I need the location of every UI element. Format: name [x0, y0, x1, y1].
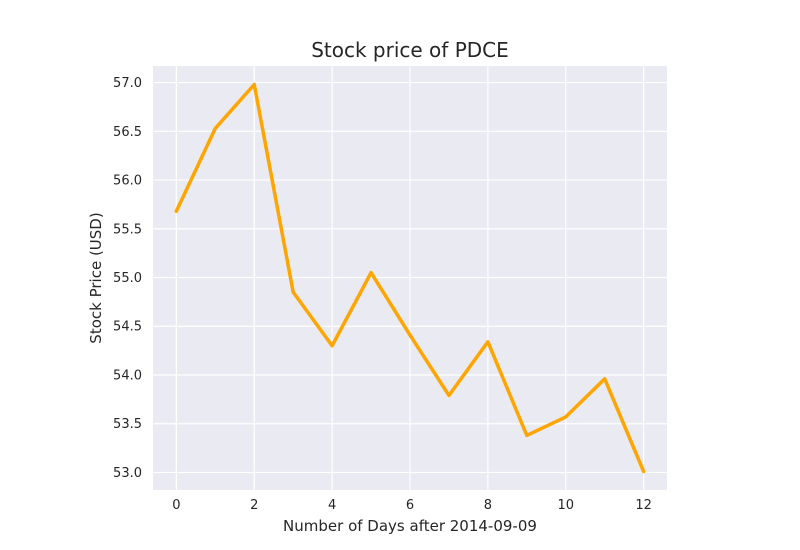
x-tick-label: 2 [250, 498, 258, 513]
y-axis-ticks: 53.0 53.5 54.0 54.5 55.0 55.5 56.0 56.5 57.0 [113, 76, 142, 481]
x-tick-label: 4 [328, 498, 336, 513]
x-tick-label: 6 [406, 498, 414, 513]
chart-title: Stock price of PDCE [311, 38, 509, 62]
x-axis-ticks: 0 2 4 6 8 10 12 [172, 498, 652, 513]
grid-lines [153, 66, 667, 490]
y-tick-label: 56.0 [113, 174, 142, 189]
y-tick-label: 54.5 [113, 320, 142, 335]
y-tick-label: 57.0 [113, 76, 142, 91]
series-line-pdce [174, 82, 646, 474]
y-tick-label: 54.0 [113, 368, 142, 383]
y-axis-label: Stock Price (USD) [87, 212, 105, 343]
y-tick-label: 55.5 [113, 222, 142, 237]
x-tick-label: 0 [172, 498, 180, 513]
x-tick-label: 12 [635, 498, 652, 513]
x-axis-label: Number of Days after 2014-09-09 [283, 517, 537, 535]
y-tick-label: 56.5 [113, 125, 142, 140]
x-tick-label: 10 [557, 498, 574, 513]
y-tick-label: 55.0 [113, 271, 142, 286]
y-tick-label: 53.5 [113, 417, 142, 432]
x-tick-label: 8 [484, 498, 492, 513]
y-tick-label: 53.0 [113, 466, 142, 481]
series-layer [174, 82, 646, 474]
